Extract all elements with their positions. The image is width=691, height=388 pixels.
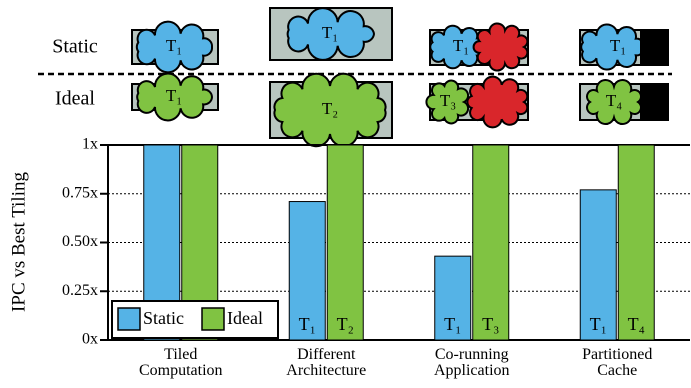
legend-label: Static <box>143 308 184 328</box>
cloud-label: T₁ <box>453 36 469 55</box>
legend-swatch <box>117 307 141 331</box>
bar <box>288 201 326 341</box>
bar <box>326 144 364 341</box>
cloud-label: T₁ <box>322 23 338 42</box>
cloud-label: T₃ <box>440 91 456 110</box>
x-tick-label: Different Architecture <box>286 346 367 379</box>
bar-label: T₃ <box>482 314 499 334</box>
y-tick-label: 1x <box>82 136 98 153</box>
x-tick-label: Co-running Application <box>433 346 510 379</box>
y-tick-label: 0x <box>82 331 98 348</box>
cloud <box>429 24 485 70</box>
cloud <box>135 20 214 74</box>
cloud <box>136 72 214 122</box>
cloud-label: T₄ <box>606 91 622 110</box>
cloud <box>286 7 376 61</box>
bar <box>434 255 472 341</box>
occupied-block <box>640 84 668 120</box>
cloud <box>425 79 470 125</box>
bar <box>579 189 617 341</box>
bar-label: T₁ <box>444 314 461 334</box>
occupied-block <box>640 30 668 65</box>
row-label: Ideal <box>55 88 95 110</box>
y-tick-label: 0.75x <box>62 184 98 201</box>
y-tick-label: 0.25x <box>62 282 98 299</box>
y-axis-label: IPC vs Best Tiling <box>8 172 29 312</box>
cloud-label: T₁ <box>610 36 626 55</box>
cloud <box>466 75 529 129</box>
cloud-label: T₁ <box>166 36 182 55</box>
cloud-label: T₂ <box>322 99 338 118</box>
cloud <box>580 23 645 71</box>
bar-label: T₂ <box>337 314 354 334</box>
bar-label: T₄ <box>628 314 645 334</box>
bar-label: T₁ <box>590 314 607 334</box>
cloud <box>586 78 642 126</box>
bar-label: T₁ <box>299 314 316 334</box>
bar <box>617 144 655 341</box>
y-tick-label: 0.50x <box>62 233 98 250</box>
cloud <box>472 22 529 72</box>
cloud <box>273 72 387 148</box>
x-tick-label: Tiled Computation <box>138 346 223 379</box>
legend-label: Ideal <box>227 308 263 328</box>
legend-swatch <box>201 307 225 331</box>
x-tick-label: Partitioned Cache <box>582 346 653 379</box>
cloud-label: T₁ <box>166 86 182 105</box>
bar <box>472 144 510 341</box>
row-label: Static <box>52 36 98 58</box>
